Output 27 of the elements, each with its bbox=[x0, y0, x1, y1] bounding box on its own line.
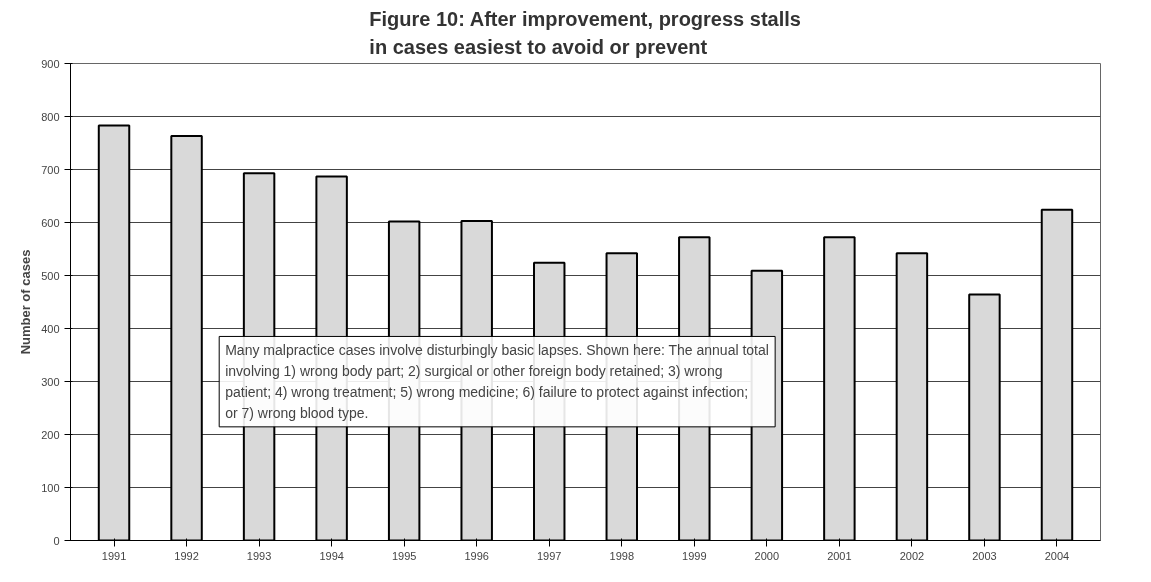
y-tick-label: 700 bbox=[41, 163, 60, 176]
x-tick-label: 2000 bbox=[754, 549, 780, 562]
x-tick-label: 1994 bbox=[319, 549, 344, 562]
x-tick-label: 1999 bbox=[682, 549, 707, 562]
y-tick-label: 300 bbox=[41, 375, 60, 388]
y-tick-label: 900 bbox=[41, 57, 60, 70]
annotation: Many malpractice cases involve disturbingly basic lapses. Shown here: The annual total involving 1) wrong body part; 2) surgical or other foreign body retained; 3) wrong patient; 4) wrong treatment; 5) wrong medicine; 6) failure to protect against infection; or 7) wrong blood type. bbox=[225, 342, 769, 421]
x-tick-label: 1992 bbox=[174, 549, 199, 562]
x-tick-label: 2001 bbox=[827, 549, 852, 562]
x-tick-label: 1993 bbox=[246, 549, 272, 562]
y-tick-label: 600 bbox=[41, 216, 60, 229]
chart-title: Figure 10: After improvement, progress stalls in cases easiest to avoid or prevent bbox=[369, 7, 801, 59]
y-tick-label: 400 bbox=[41, 322, 60, 335]
x-tick-label: 1998 bbox=[609, 549, 635, 562]
y-tick-label: 500 bbox=[41, 269, 60, 282]
x-tick-label: 2003 bbox=[972, 549, 997, 562]
x-tick-label: 2004 bbox=[1044, 549, 1070, 562]
x-tick-label: 1997 bbox=[537, 549, 562, 562]
x-tick-label: 1991 bbox=[101, 549, 127, 562]
y-tick-label: 100 bbox=[41, 481, 60, 494]
y-tick-label: 0 bbox=[53, 534, 60, 547]
y-tick-label: 800 bbox=[41, 110, 60, 123]
y-tick-label: 200 bbox=[41, 428, 60, 441]
x-tick-label: 1996 bbox=[464, 549, 489, 562]
x-tick-label: 1995 bbox=[391, 549, 417, 562]
x-tick-label: 2002 bbox=[899, 549, 925, 562]
y-axis-title: Number of cases bbox=[18, 249, 34, 355]
